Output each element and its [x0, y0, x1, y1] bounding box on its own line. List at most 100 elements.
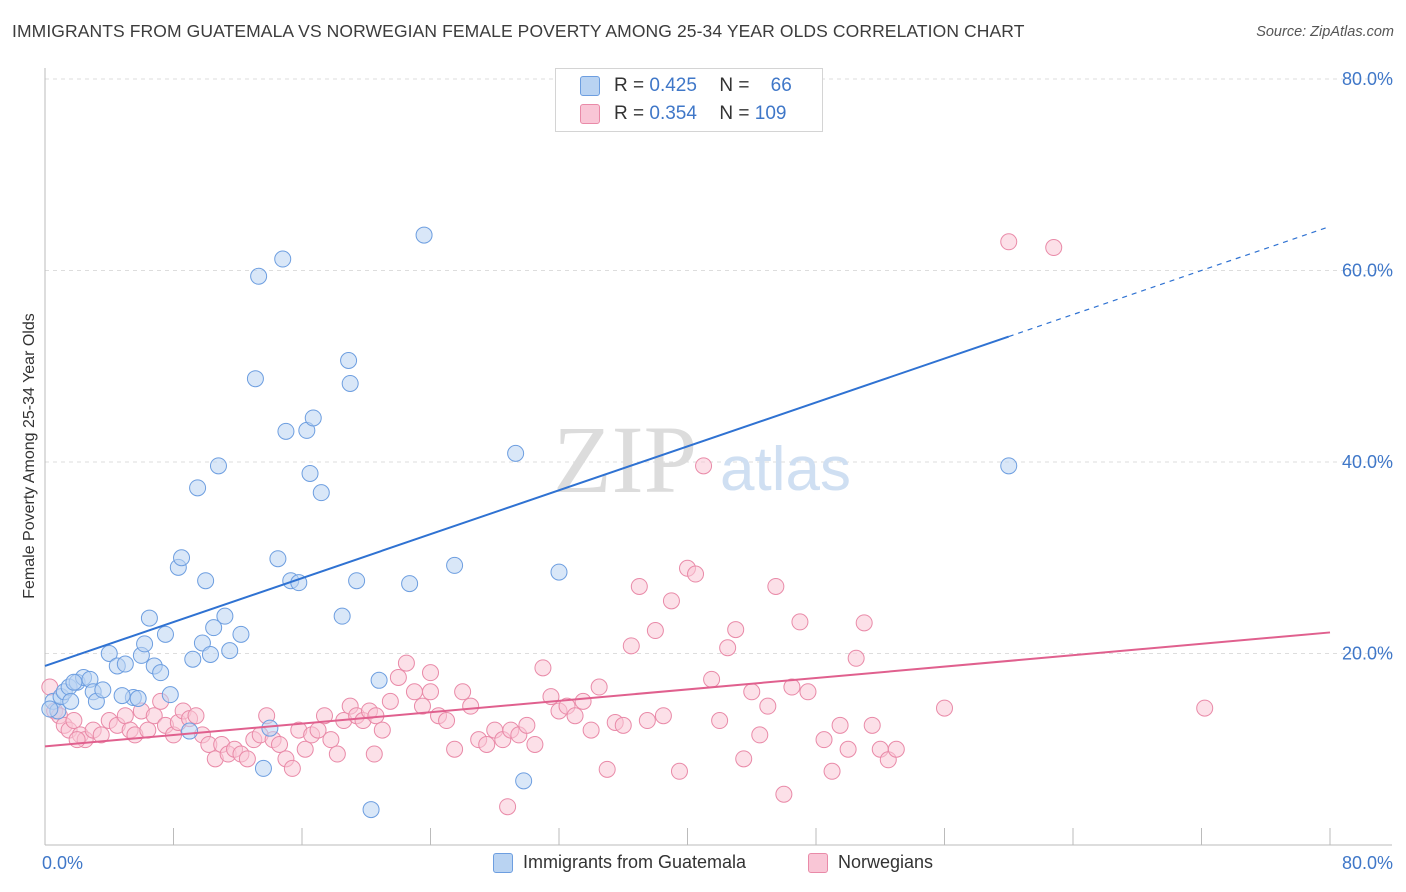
norwegian-point: [815, 731, 833, 749]
guatemala-point: [550, 563, 568, 581]
guatemala-point: [415, 226, 433, 244]
guatemala-point: [340, 352, 358, 370]
tick-labels: 20.0% 40.0% 60.0% 80.0% 0.0% 80.0%: [42, 69, 1393, 873]
legend-row-norwegians: R = 0.354 N = 109: [580, 102, 786, 126]
legend-n-value: 66: [770, 75, 792, 96]
norwegian-point: [1000, 233, 1018, 251]
norwegian-point: [365, 745, 383, 763]
norwegian-point: [238, 750, 256, 768]
norwegian-point: [847, 649, 865, 667]
y-tick-label: 40.0%: [1342, 452, 1393, 472]
guatemala-point: [246, 370, 264, 388]
guatemala-point: [341, 374, 359, 392]
norwegian-trend-line: [44, 631, 1331, 748]
guatemala-point: [152, 664, 170, 682]
trend-lines: [44, 225, 1331, 748]
norwegian-point: [775, 785, 793, 803]
guatemala-point: [507, 444, 525, 462]
norwegian-point: [687, 565, 705, 583]
norwegian-point: [526, 735, 544, 753]
norwegian-point: [711, 712, 729, 730]
guatemala-point: [254, 759, 272, 777]
norwegian-point: [1045, 239, 1063, 257]
guatemala-point: [129, 690, 147, 708]
guatemala-point: [184, 650, 202, 668]
norwegian-point: [863, 716, 881, 734]
y-tick-label: 80.0%: [1342, 69, 1393, 89]
guatemala-point: [304, 409, 322, 427]
norwegian-point: [566, 707, 584, 725]
legend-r-label: R =: [614, 103, 645, 124]
guatemala-point: [140, 609, 158, 627]
guatemala-point: [362, 801, 380, 819]
norwegian-point: [887, 740, 905, 758]
guatemala-point: [65, 673, 83, 691]
chart-title: IMMIGRANTS FROM GUATEMALA VS NORWEGIAN F…: [12, 21, 1025, 41]
norwegian-point: [322, 731, 340, 749]
legend-n-value: 109: [754, 103, 787, 124]
norwegian-point: [145, 707, 163, 725]
norwegian-point: [646, 622, 664, 640]
norwegian-point: [283, 759, 301, 777]
guatemala-trend-extension: [1008, 225, 1331, 338]
norwegian-point: [791, 613, 809, 631]
guatemala-point: [100, 645, 118, 662]
norwegian-point: [783, 678, 801, 696]
norwegian-point: [831, 716, 849, 734]
norwegian-point: [743, 683, 761, 701]
norwegian-point: [271, 735, 289, 753]
norwegian-point: [478, 735, 496, 753]
guatemala-point: [232, 625, 250, 643]
norwegian-point: [662, 592, 680, 610]
norwegian-point: [518, 716, 536, 734]
norwegian-point: [767, 577, 785, 595]
guatemala-point: [62, 692, 80, 710]
guatemala-point: [205, 619, 223, 637]
norwegian-point: [187, 707, 205, 725]
guatemala-point: [41, 700, 59, 718]
guatemala-point: [113, 687, 131, 705]
watermark-atlas: atlas: [720, 435, 851, 504]
norwegian-point: [751, 726, 769, 744]
bottom-legend-swatch-pink: [808, 852, 828, 873]
guatemala-point: [446, 556, 464, 574]
norwegian-point: [823, 762, 841, 780]
legend-swatch-pink: [580, 104, 600, 124]
legend-n-label: N =: [719, 103, 750, 124]
guatemala-point: [221, 642, 239, 660]
norwegian-point: [614, 716, 632, 734]
guatemala-point: [348, 572, 366, 590]
norwegian-point: [936, 699, 953, 717]
legend-swatch-blue: [580, 76, 600, 96]
norwegian-point: [759, 697, 777, 715]
norwegian-point: [695, 457, 713, 475]
norwegian-point: [139, 721, 157, 739]
norwegian-point: [328, 745, 346, 763]
watermark-zip: ZIP: [553, 406, 697, 513]
norwegian-point: [1196, 699, 1214, 717]
norwegian-point: [799, 683, 817, 701]
guatemala-point: [181, 722, 199, 740]
guatemala-point: [301, 464, 319, 482]
norwegian-point: [381, 692, 399, 710]
legend-row-guatemala: R = 0.425 N = 66: [580, 74, 792, 98]
bottom-legend-label: Norwegians: [838, 852, 934, 872]
norwegian-point: [727, 621, 745, 639]
norwegian-point: [373, 721, 391, 739]
norwegian-point: [438, 712, 456, 730]
norwegian-point: [735, 750, 753, 768]
norwegian-point: [703, 670, 721, 688]
norwegian-point: [389, 668, 407, 686]
norwegian-point: [422, 664, 439, 682]
bottom-legend-norwegians: Norwegians: [808, 852, 933, 873]
norwegian-point: [534, 659, 552, 677]
legend-n-label: N =: [719, 75, 750, 96]
guatemala-point: [370, 671, 388, 689]
norwegian-point: [405, 683, 423, 701]
norwegian-point: [598, 760, 616, 778]
correlation-legend: R = 0.425 N = 66 R = 0.354 N = 109: [555, 68, 823, 132]
grid-lines: [45, 78, 1392, 654]
guatemala-trend-line: [44, 335, 1010, 667]
guatemala-point: [250, 267, 268, 285]
norwegian-point: [654, 707, 672, 725]
